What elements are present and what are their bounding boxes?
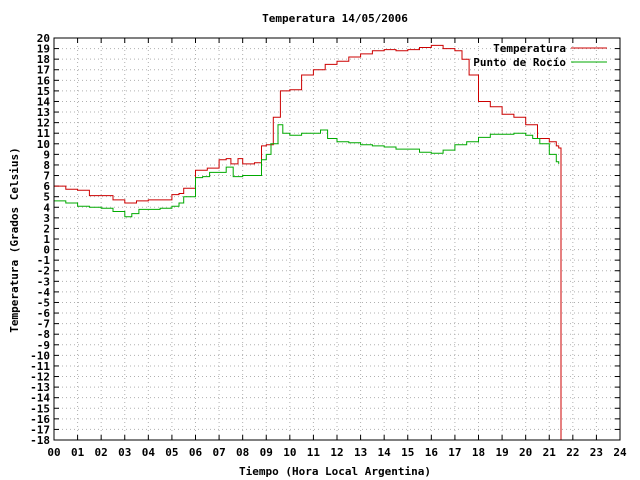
y-tick-label: -1 [37,254,51,267]
x-tick-label: 08 [236,446,249,459]
legend-label: Temperatura [493,42,566,55]
x-tick-label: 21 [543,446,557,459]
y-tick-label: 20 [37,32,50,45]
x-tick-label: 22 [566,446,579,459]
y-tick-label: 14 [37,95,51,108]
y-tick-label: 10 [37,138,50,151]
x-tick-label: 23 [590,446,603,459]
y-tick-label: 19 [37,43,50,56]
y-tick-label: 16 [37,74,51,87]
series-lines [54,44,562,440]
y-tick-label: -15 [30,402,50,415]
y-tick-label: -11 [30,360,50,373]
x-tick-label: 09 [260,446,273,459]
x-tick-label: 13 [354,446,367,459]
y-tick-label: 4 [43,201,50,214]
y-tick-label: 8 [43,159,50,172]
y-tick-label: 9 [43,148,50,161]
x-tick-label: 20 [519,446,532,459]
y-tick-label: 11 [37,127,51,140]
y-tick-label: -16 [30,413,50,426]
y-tick-label: -4 [37,286,51,299]
x-tick-label: 00 [47,446,60,459]
y-tick-label: -7 [37,318,50,331]
y-tick-label: -17 [30,423,50,436]
y-tick-label: -5 [37,296,50,309]
y-axis-title: Temperatura (Grados Celsius) [8,147,21,332]
x-tick-label: 15 [401,446,414,459]
x-tick-label: 07 [212,446,225,459]
series-line-1 [54,124,560,218]
y-tick-label: 15 [37,85,50,98]
x-tick-label: 16 [425,446,439,459]
x-tick-label: 12 [330,446,343,459]
y-tick-label: 17 [37,64,50,77]
chart-title: Temperatura 14/05/2006 [262,12,408,25]
y-tick-label: -8 [37,328,50,341]
x-tick-label: 24 [613,446,627,459]
y-tick-label: -9 [37,339,50,352]
y-tick-label: 0 [43,244,50,257]
x-tick-label: 11 [307,446,321,459]
y-tick-label: -10 [30,349,50,362]
x-tick-labels: 00 01 02 03 04 05 06 07 08 09 10 11 12 13 14 15 16 17 18 19… [47,446,627,459]
y-tick-label: 12 [37,117,50,130]
x-tick-label: 10 [283,446,296,459]
plot-area-border [53,37,621,441]
y-tick-label: -2 [37,265,50,278]
x-tick-label: 18 [472,446,485,459]
y-tick-label: -13 [30,381,50,394]
y-tick-label: 13 [37,106,50,119]
y-tick-label: 3 [43,212,50,225]
x-tick-label: 03 [118,446,131,459]
y-tick-label: 5 [43,191,50,204]
chart-grid [53,37,621,441]
y-tick-label: 2 [43,222,50,235]
x-tick-label: 17 [448,446,461,459]
axis-ticks [53,37,621,441]
legend-label: Punto de Rocío [473,56,566,69]
x-tick-label: 05 [165,446,178,459]
x-tick-label: 14 [378,446,392,459]
x-tick-label: 04 [142,446,156,459]
y-tick-label: -6 [37,307,51,320]
y-tick-label: 18 [37,53,50,66]
x-tick-label: 02 [95,446,108,459]
series-line-0 [54,44,562,440]
x-tick-label: 19 [495,446,508,459]
y-tick-label: 6 [43,180,50,193]
y-tick-label: 1 [43,233,50,246]
y-tick-label: 7 [43,170,50,183]
y-tick-label: -3 [37,275,50,288]
y-tick-label: -14 [30,392,50,405]
y-tick-label: -18 [30,434,50,447]
x-tick-label: 01 [71,446,85,459]
y-tick-label: -12 [30,371,50,384]
y-tick-labels: -18-17-16-15-14-13-12-11-10-9-8-7-6-5-4-… [30,32,50,447]
x-tick-label: 06 [189,446,203,459]
x-axis-title: Tiempo (Hora Local Argentina) [239,465,431,478]
